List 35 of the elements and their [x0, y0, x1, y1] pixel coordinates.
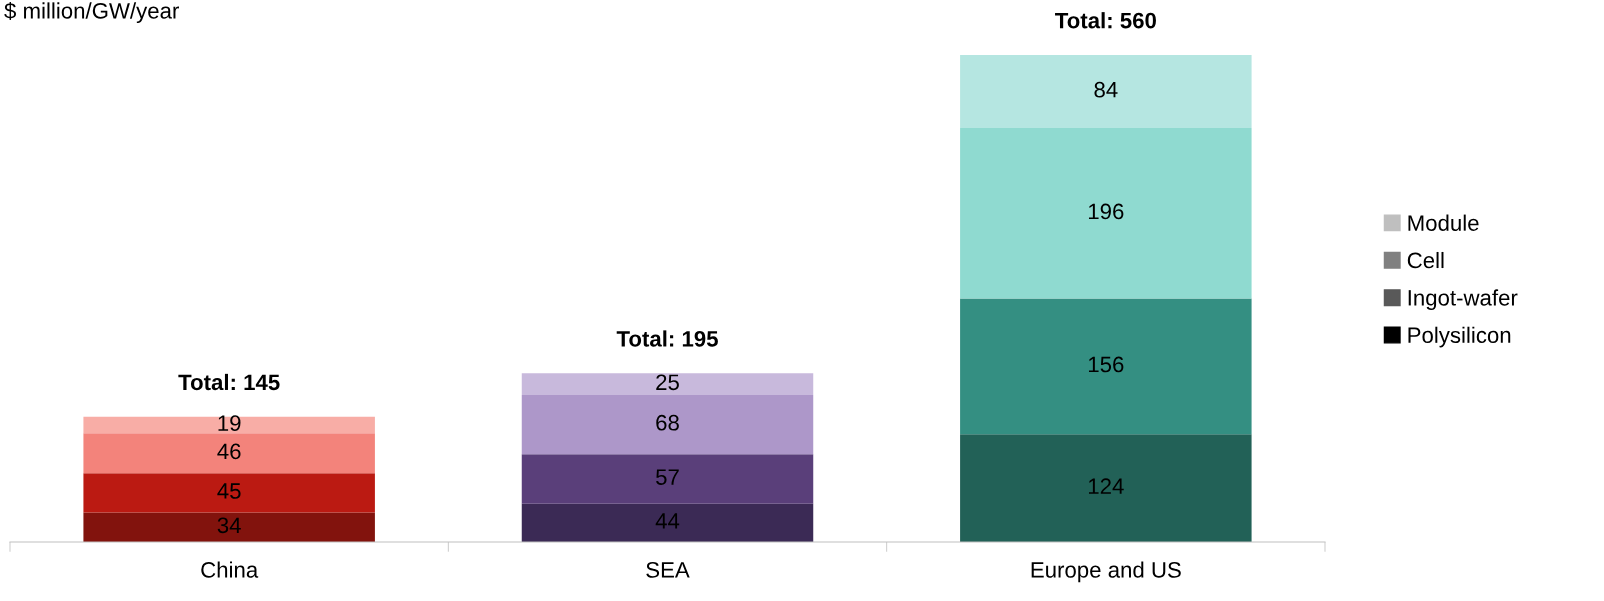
x-tick-label: SEA	[646, 562, 690, 578]
total-label: Total: 195	[616, 330, 718, 347]
data-label: 124	[1088, 478, 1124, 494]
data-label: 19	[218, 415, 241, 432]
text: Polysilicon	[1408, 326, 1511, 348]
bar	[960, 298, 1252, 435]
bar	[521, 454, 814, 504]
y-axis-title: $ million/GW/year	[4, 2, 179, 24]
bar	[521, 373, 814, 396]
bar	[83, 473, 375, 513]
data-label: 57	[656, 469, 679, 485]
data-label: 84	[1094, 81, 1118, 98]
text: Ingot-wafer	[1408, 289, 1518, 311]
text: Cell	[1407, 251, 1444, 269]
bar	[83, 416, 375, 434]
data-label: 44	[655, 513, 680, 529]
data-label: 25	[656, 374, 679, 391]
bar	[83, 433, 375, 474]
x-tick-label: China	[201, 561, 259, 578]
data-label: 34	[217, 517, 241, 534]
data-label: 196	[1088, 203, 1124, 220]
data-label: 68	[656, 414, 679, 431]
bar	[960, 55, 1252, 129]
data-label: 46	[217, 443, 241, 460]
text: Module	[1408, 214, 1479, 231]
total-label: Total: 560	[1055, 12, 1156, 29]
bar	[521, 395, 814, 455]
total-label: Total: 145	[178, 373, 280, 391]
bar	[960, 434, 1252, 542]
data-label: 45	[217, 483, 241, 499]
x-tick-label: Europe and US	[1031, 561, 1181, 583]
bar	[521, 503, 814, 542]
data-label: 156	[1088, 356, 1124, 373]
bar	[83, 512, 375, 542]
bar	[960, 128, 1252, 299]
